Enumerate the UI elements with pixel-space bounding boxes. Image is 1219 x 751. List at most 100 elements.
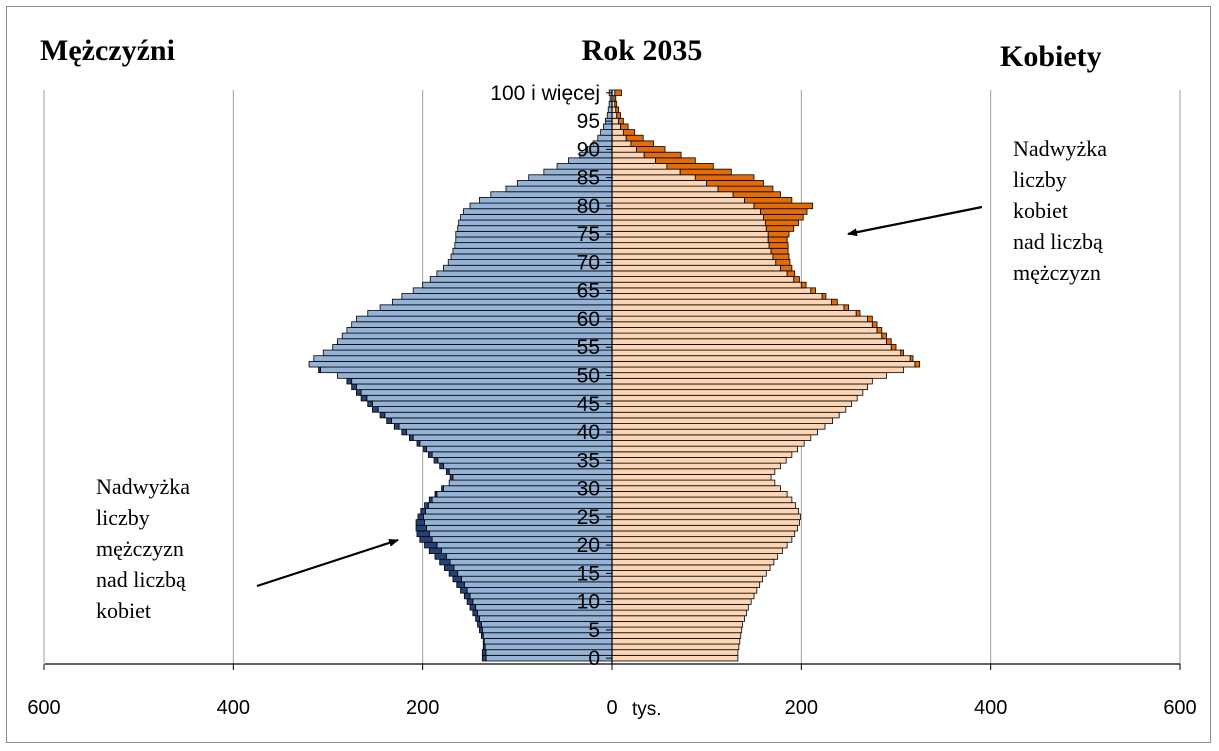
bar-female: [611, 513, 801, 521]
bar-female: [611, 287, 812, 294]
bar-female: [611, 360, 916, 368]
bar-male-excess: [448, 570, 459, 577]
bar-male-excess: [482, 637, 485, 645]
bar-female: [611, 417, 833, 424]
bar-female: [611, 575, 763, 583]
bar-male-excess: [479, 626, 483, 634]
bar-male-excess: [434, 553, 447, 560]
bar-male: [346, 327, 613, 334]
bar-female: [611, 236, 769, 244]
bar-male-excess: [346, 377, 353, 385]
bar-female-excess: [765, 225, 795, 232]
bar-male-excess: [463, 592, 471, 600]
bar-male-excess: [416, 440, 421, 447]
bar-female-excess: [753, 202, 814, 210]
bar-female: [611, 338, 887, 345]
bar-female-excess: [900, 349, 904, 357]
bar-female-excess: [732, 191, 781, 198]
bar-female: [611, 649, 739, 656]
bar-female-excess: [618, 117, 624, 125]
bar-male-excess: [449, 474, 454, 481]
bar-female-excess: [614, 100, 618, 108]
annotation-male-excess-line: Nadwyżka: [96, 474, 190, 499]
bar-female: [611, 134, 627, 142]
age-tick-label: 5: [588, 619, 600, 642]
bar-male-excess: [318, 366, 321, 374]
bar-female: [611, 225, 767, 232]
bar-female-excess: [760, 208, 808, 215]
bar-female: [611, 327, 878, 334]
left-label: Mężczyźni: [40, 34, 175, 67]
bar-female-excess: [630, 140, 655, 147]
bar-male: [313, 355, 613, 362]
bar-male-excess: [452, 575, 462, 583]
bar-female-excess: [614, 89, 622, 97]
x-tick-label: 0: [606, 697, 617, 719]
annotation-female-excess-line: Nadwyżka: [1013, 136, 1107, 161]
bar-female: [611, 163, 668, 170]
bar-female: [611, 242, 770, 249]
bar-male-excess: [401, 428, 407, 436]
bar-male-excess: [427, 451, 433, 458]
bar-female: [611, 310, 857, 317]
bar-female: [611, 451, 793, 458]
bar-female: [611, 197, 745, 204]
bar-female: [611, 462, 781, 470]
annotations: Nadwyżka liczby kobiet nad liczbą mężczyzn Na…: [96, 136, 1107, 623]
bar-male-excess: [379, 411, 386, 419]
bar-female: [611, 626, 743, 634]
bar-female-excess: [867, 315, 873, 323]
bar-female: [611, 332, 883, 340]
bar-female-excess: [767, 236, 788, 244]
age-tick-label: 10: [577, 591, 600, 614]
right-label: Kobiety: [1000, 40, 1102, 73]
bar-female-excess: [855, 310, 861, 317]
bar-male: [355, 315, 613, 323]
bar-female: [611, 276, 795, 283]
bar-male-excess: [393, 423, 400, 430]
bar-male-excess: [424, 502, 429, 509]
bar-female-excess: [717, 185, 774, 193]
bar-female: [611, 281, 802, 289]
bar-female: [611, 191, 734, 198]
bar-male-excess: [355, 389, 362, 396]
annotation-male-excess-line: liczby: [96, 505, 150, 530]
bar-female: [611, 604, 749, 611]
age-tick-label: 90: [577, 138, 600, 161]
bar-female: [611, 140, 632, 147]
bar-female: [611, 440, 805, 447]
bar-female: [611, 349, 902, 357]
bar-female: [611, 157, 656, 164]
x-tick-label: 200: [785, 697, 818, 719]
bar-female-excess: [843, 304, 850, 311]
bar-female: [611, 123, 621, 130]
bar-female: [611, 315, 869, 323]
bar-female: [611, 541, 788, 549]
bar-female-excess: [770, 247, 789, 255]
unit-label: tys.: [632, 699, 662, 720]
bar-female-excess: [876, 327, 883, 334]
bar-female-excess: [616, 112, 621, 119]
bar-female-excess: [871, 321, 878, 328]
bars: [308, 89, 921, 662]
bar-female: [611, 468, 776, 475]
bar-female: [611, 609, 747, 617]
bar-male-excess: [424, 541, 438, 549]
age-tick-label: 70: [577, 251, 600, 274]
age-tick-label: 95: [577, 110, 600, 133]
annotation-male-excess-line: nad liczbą: [96, 567, 186, 592]
annotation-male-excess-line: kobiet: [96, 598, 151, 623]
bar-female: [611, 247, 772, 255]
bar-female: [611, 406, 847, 413]
bar-female: [611, 174, 696, 181]
bar-female: [611, 507, 799, 515]
bar-female: [611, 615, 745, 622]
age-tick-label: 45: [577, 393, 600, 416]
bar-female: [611, 185, 719, 193]
bar-female-excess: [694, 174, 755, 181]
bar-female: [611, 519, 800, 526]
bar-female-excess: [763, 213, 804, 221]
bar-female: [611, 479, 776, 487]
annotation-male-excess-line: mężczyzn: [96, 536, 184, 561]
bar-female: [611, 377, 873, 385]
